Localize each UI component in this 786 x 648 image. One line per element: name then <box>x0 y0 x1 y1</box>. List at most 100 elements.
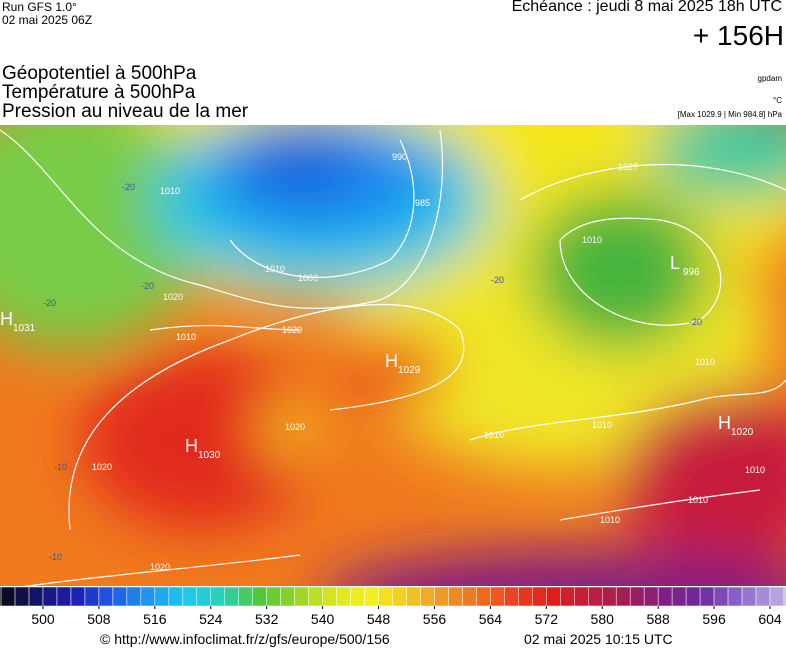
isobars <box>0 129 786 586</box>
isobar-label: 1010 <box>688 495 708 505</box>
colorbar-swatch <box>560 586 575 607</box>
unit: gpdam <box>757 74 782 83</box>
pressure-center-value: 1029 <box>398 365 421 376</box>
isobar-label: 1010 <box>592 420 612 430</box>
colorbar-tick-label: 548 <box>367 611 391 627</box>
pressure-center-letter: H <box>185 436 198 456</box>
colorbar-swatch <box>601 586 617 607</box>
colorbar-swatch <box>154 586 170 607</box>
colorbar-tick-label: 556 <box>423 611 447 627</box>
colorbar-tick-label: 532 <box>255 611 279 627</box>
colorbar-swatch <box>574 586 589 607</box>
colorbar-swatch <box>266 586 281 607</box>
colorbar-swatch <box>196 586 212 607</box>
isobar-label: 985 <box>415 198 430 208</box>
isobar-label: 1020 <box>92 462 112 472</box>
pressure-center-letter: H <box>0 309 13 329</box>
temperature-label: -20 <box>141 281 154 291</box>
isobar-label: 1020 <box>285 422 305 432</box>
footer-timestamp: 02 mai 2025 10:15 UTC <box>524 631 673 647</box>
isobar-label: 1027 <box>618 162 638 172</box>
colorbar-swatch <box>280 586 295 607</box>
colorbar-swatch <box>727 586 743 607</box>
isobar-label: 1010 <box>160 186 180 196</box>
colorbar-tick-label: 508 <box>87 611 111 627</box>
temperature-label: -10 <box>49 552 62 562</box>
colorbar-swatch <box>378 586 393 607</box>
colorbar-tick-label: 580 <box>591 611 615 627</box>
colorbar-swatch <box>448 586 463 607</box>
unit: °C <box>773 96 782 105</box>
colorbar-swatch <box>406 586 421 607</box>
pressure-center-value: 996 <box>683 267 700 278</box>
colorbar-tick-label: 604 <box>758 611 782 627</box>
temperature-label: -20 <box>491 275 504 285</box>
colorbar-swatch <box>252 586 267 607</box>
colorbar-swatch <box>322 586 337 607</box>
colorbar-swatch <box>657 586 673 607</box>
colorbar-swatch <box>42 586 58 607</box>
isobar-label: 1020 <box>150 562 170 572</box>
colorbar-swatch <box>699 586 715 607</box>
field-name: Température à 500hPa <box>2 82 196 103</box>
colorbar-swatch <box>671 586 687 607</box>
pressure-range: [Max 1029.9 | Min 984.8] hPa <box>677 110 782 119</box>
colorbar-swatch <box>615 586 631 607</box>
isobar-label: 1020 <box>282 325 302 335</box>
valid-time: Echéance : jeudi 8 mai 2025 18h UTC <box>511 0 782 15</box>
colorbar-tick-label: 540 <box>311 611 335 627</box>
colorbar-tick-label: 564 <box>479 611 503 627</box>
pressure-center-value: 1030 <box>198 450 221 461</box>
colorbar-swatch <box>336 586 351 607</box>
colorbar-swatch <box>224 586 239 607</box>
colorbar-swatch <box>210 586 225 607</box>
colorbar-swatch <box>364 586 379 607</box>
pressure-center-letter: H <box>718 413 731 433</box>
isobar-label: 1010 <box>176 332 196 342</box>
isobar-label: 1010 <box>484 430 504 440</box>
colorbar-tick-label: 588 <box>646 611 670 627</box>
colorbar-swatch <box>504 586 519 607</box>
isobar-label: 1000 <box>298 273 318 283</box>
colorbar-tick-label: 500 <box>31 611 55 627</box>
colorbar-swatch <box>182 586 198 607</box>
colorbar-tick-label: 516 <box>143 611 167 627</box>
colorbar-swatch <box>28 586 44 607</box>
isobar-label: 1010 <box>582 235 602 245</box>
colorbar-swatch <box>392 586 407 607</box>
pressure-center-value: 1020 <box>731 427 754 438</box>
field-name: Géopotentiel à 500hPa <box>2 63 197 84</box>
colorbar-swatch <box>434 586 449 607</box>
run-label: Run GFS 1.0° <box>2 0 77 14</box>
colorbar-swatch <box>420 586 435 607</box>
temperature-label: -10 <box>54 462 67 472</box>
pressure-center-letter: L <box>670 253 680 273</box>
colorbar-swatch <box>685 586 701 607</box>
temperature-label: -20 <box>689 317 702 327</box>
colorbar-swatch <box>532 586 547 607</box>
isobar-label: 990 <box>392 152 407 162</box>
colorbar-swatch <box>783 586 786 607</box>
colorbar-swatch <box>56 586 72 607</box>
colorbar-swatch <box>84 586 100 607</box>
colorbar-swatch <box>476 586 491 607</box>
colorbar-swatch <box>741 586 757 607</box>
run-date: 02 mai 2025 06Z <box>2 13 93 27</box>
colorbar-swatch <box>238 586 253 607</box>
isobar-label: 1010 <box>695 357 715 367</box>
field <box>0 125 786 586</box>
isobar-label: 1010 <box>600 515 620 525</box>
colorbar-swatch <box>546 586 561 607</box>
isobar-label: 1010 <box>745 465 765 475</box>
temperature-label: -20 <box>43 298 56 308</box>
colorbar-swatch <box>588 586 603 607</box>
colorbar-swatch <box>629 586 645 607</box>
colorbar-swatch <box>126 586 142 607</box>
colorbar-tick-label: 572 <box>535 611 559 627</box>
colorbar-swatch <box>769 586 785 607</box>
colorbar-swatch <box>98 586 114 607</box>
field-name: Pression au niveau de la mer <box>2 101 249 122</box>
isobar-label: 1010 <box>265 264 285 274</box>
